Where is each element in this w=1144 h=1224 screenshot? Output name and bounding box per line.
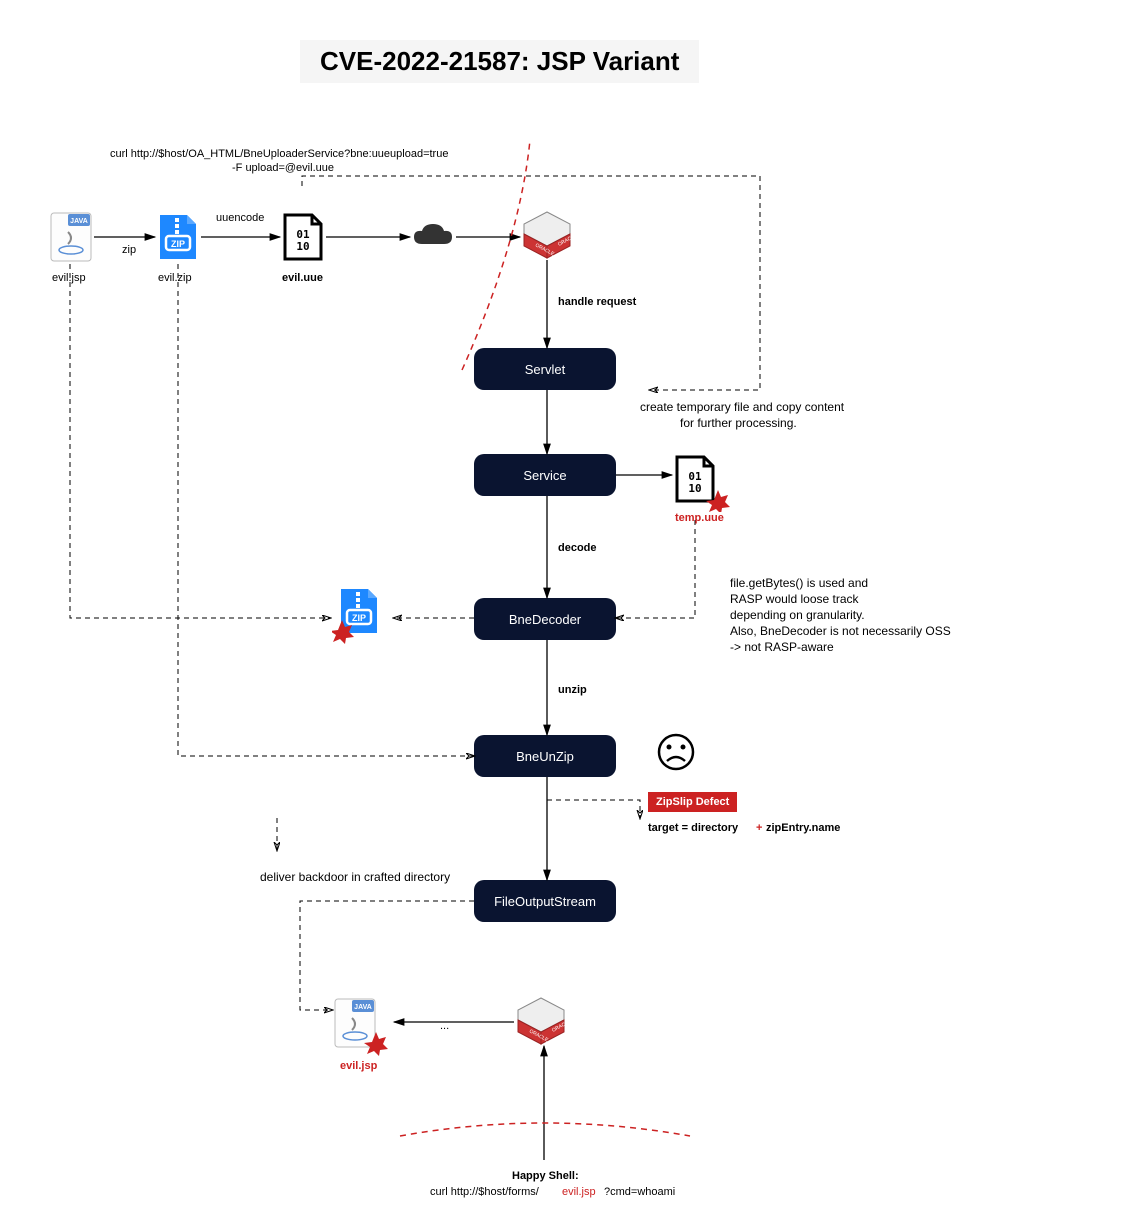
- label-evil_jsp2: evil.jsp: [340, 1060, 377, 1072]
- label-handle: handle request: [558, 296, 636, 308]
- diagram-canvas: CVE-2022-21587: JSP Variant Servlet Serv…: [0, 0, 1144, 1224]
- server-icon: ORACLE ORACLE: [520, 210, 574, 265]
- label-zip: zip: [122, 244, 136, 256]
- label-decode: decode: [558, 542, 597, 554]
- evil-jsp-out-icon: JAVA: [332, 996, 392, 1061]
- label-uuencode: uuencode: [216, 212, 264, 224]
- label-curl_bot: curl http://$host/forms/: [430, 1186, 539, 1198]
- label-curl_bot_r: evil.jsp: [562, 1186, 596, 1198]
- node-service: Service: [474, 454, 616, 496]
- page-title: CVE-2022-21587: JSP Variant: [300, 40, 699, 83]
- zipslip-badge: ZipSlip Defect: [648, 792, 737, 812]
- label-rasp3: depending on granularity.: [730, 608, 865, 622]
- label-rasp4: Also, BneDecoder is not necessarily OSS: [730, 624, 951, 638]
- label-evil_jsp: evil.jsp: [52, 272, 86, 284]
- server-icon-2: ORACLE ORACLE: [514, 996, 568, 1051]
- label-evil_zip: evil.zip: [158, 272, 192, 284]
- node-decoder: BneDecoder: [474, 598, 616, 640]
- zip-decoded-icon: ZIP: [332, 584, 392, 649]
- svg-text:10: 10: [688, 482, 701, 495]
- label-happy: Happy Shell:: [512, 1170, 579, 1182]
- label-temp_uue: temp.uue: [675, 512, 724, 524]
- svg-text:ZIP: ZIP: [352, 613, 366, 623]
- node-fos: FileOutputStream: [474, 880, 616, 922]
- sad-face-icon: [656, 732, 696, 777]
- binary-file-icon: 01 10: [280, 210, 326, 269]
- label-curl_top: curl http://$host/OA_HTML/BneUploaderSer…: [110, 148, 448, 160]
- zip-file-icon: ZIP: [155, 210, 201, 269]
- label-rasp5: -> not RASP-aware: [730, 640, 834, 654]
- label-target_plus: +: [756, 822, 762, 834]
- svg-text:ZIP: ZIP: [171, 239, 185, 249]
- label-rasp2: RASP would loose track: [730, 592, 859, 606]
- jsp-file-icon: JAVA: [48, 210, 94, 269]
- label-evil_uue: evil.uue: [282, 272, 323, 284]
- cloud-icon: [410, 222, 456, 257]
- label-dots: ...: [440, 1020, 449, 1032]
- label-deliver: deliver backdoor in crafted directory: [260, 870, 450, 884]
- label-unzip_lbl: unzip: [558, 684, 587, 696]
- node-unzip: BneUnZip: [474, 735, 616, 777]
- label-target2: zipEntry.name: [766, 822, 840, 834]
- label-target1: target = directory: [648, 822, 738, 834]
- temp-binary-icon: 01 10: [672, 452, 732, 517]
- svg-text:JAVA: JAVA: [354, 1004, 372, 1011]
- label-curl_bot2: ?cmd=whoami: [604, 1186, 675, 1198]
- label-rasp1: file.getBytes() is used and: [730, 576, 868, 590]
- label-create_tmp2: for further processing.: [680, 416, 797, 430]
- node-servlet: Servlet: [474, 348, 616, 390]
- svg-text:10: 10: [296, 240, 309, 253]
- label-curl_top2: -F upload=@evil.uue: [232, 162, 334, 174]
- label-create_tmp1: create temporary file and copy content: [640, 400, 844, 414]
- svg-text:JAVA: JAVA: [70, 218, 88, 225]
